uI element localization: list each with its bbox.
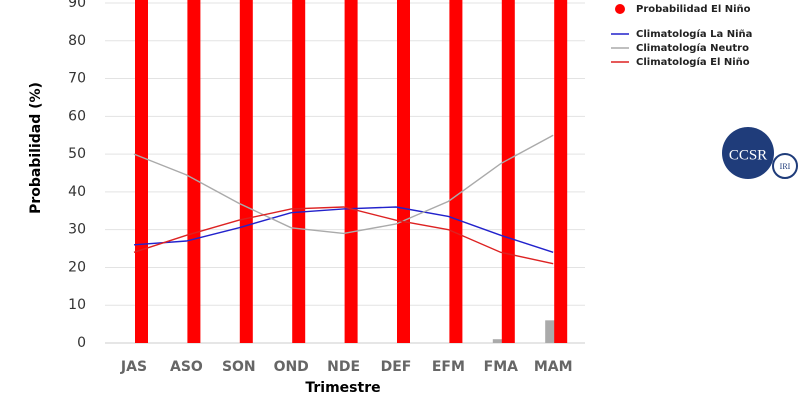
- y-tick-label: 80: [68, 33, 86, 49]
- y-tick-label: 60: [68, 108, 86, 124]
- bar: [239, 0, 253, 343]
- bar: [344, 0, 358, 343]
- bar: [545, 320, 556, 343]
- legend-marker: [615, 4, 625, 14]
- line: [133, 206, 554, 253]
- logo-circle: [722, 127, 774, 179]
- bar: [492, 339, 503, 343]
- bar: [501, 0, 515, 343]
- bar: [397, 0, 410, 343]
- x-tick-label: OND: [274, 359, 309, 375]
- logo-small-circle: [772, 153, 798, 179]
- bar: [554, 0, 568, 344]
- y-tick-label: 50: [68, 146, 86, 162]
- x-tick-label: JAS: [120, 359, 147, 375]
- y-tick-label: 70: [68, 71, 86, 87]
- y-tick-label: 30: [68, 222, 86, 238]
- y-tick-label: 90: [68, 0, 86, 11]
- logo: CCSR IRI: [722, 127, 798, 179]
- y-tick-label: 40: [68, 184, 86, 200]
- legend-label: Climatología El Niño: [636, 56, 750, 68]
- legend-label: Climatología Neutro: [636, 42, 749, 54]
- legend-label: Climatología La Niña: [636, 28, 752, 40]
- x-axis-title: Trimestre: [305, 380, 380, 396]
- x-tick-label: NDE: [327, 359, 360, 375]
- line: [133, 134, 554, 235]
- x-tick-label: MAM: [534, 359, 573, 375]
- bar: [292, 0, 306, 343]
- logo-subtext: IRI: [780, 162, 791, 171]
- y-tick-label: 10: [68, 297, 86, 313]
- x-tick-label: DEF: [381, 359, 412, 375]
- logo-text: CCSR: [729, 147, 767, 163]
- y-tick-label: 0: [77, 335, 86, 351]
- bar: [449, 0, 463, 343]
- bar: [135, 0, 148, 343]
- x-tick-label: ASO: [170, 359, 203, 375]
- y-axis-title: Probabilidad (%): [28, 82, 44, 214]
- bar: [187, 0, 201, 343]
- y-tick-label: 20: [68, 259, 86, 275]
- line: [133, 206, 554, 265]
- x-tick-label: EFM: [432, 359, 465, 375]
- legend-label: Probabilidad El Niño: [636, 4, 751, 15]
- x-tick-label: SON: [222, 359, 256, 375]
- x-tick-label: FMA: [484, 359, 518, 375]
